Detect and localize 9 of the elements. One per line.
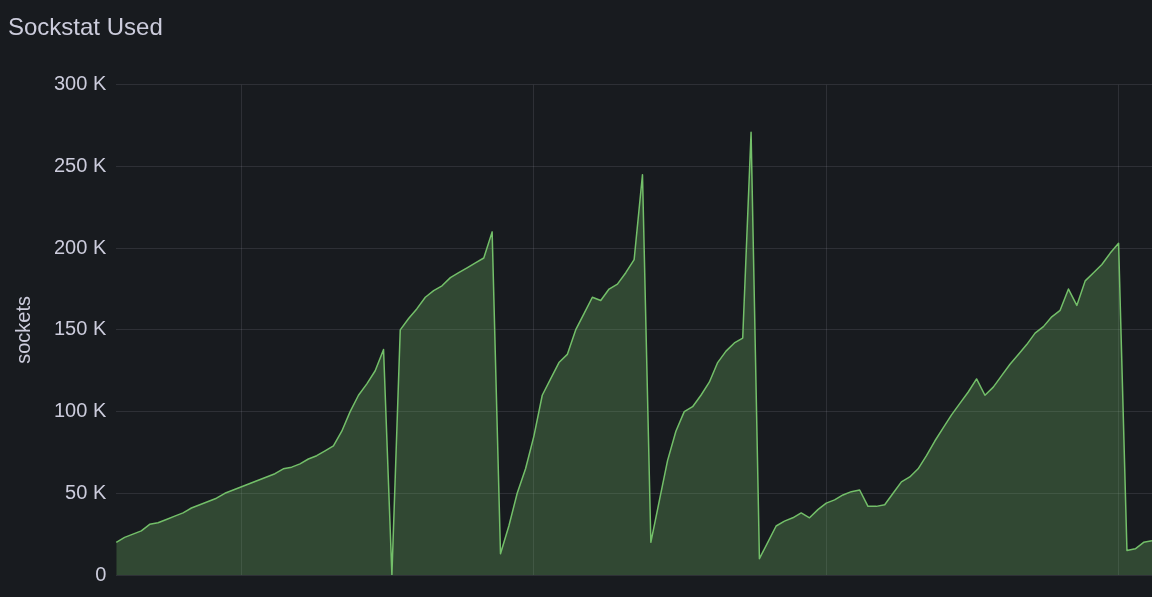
- y-tick-label: 200 K: [54, 235, 107, 258]
- y-tick-label: 50 K: [65, 480, 107, 503]
- y-axis-title: sockets: [11, 295, 34, 364]
- y-tick-label: 0: [95, 562, 107, 585]
- y-tick-label: 100 K: [54, 399, 107, 422]
- y-tick-label: 250 K: [54, 154, 107, 177]
- y-tick-label: 300 K: [54, 72, 107, 95]
- chart-title: Sockstat Used: [8, 13, 163, 41]
- y-tick-label: 150 K: [54, 317, 107, 340]
